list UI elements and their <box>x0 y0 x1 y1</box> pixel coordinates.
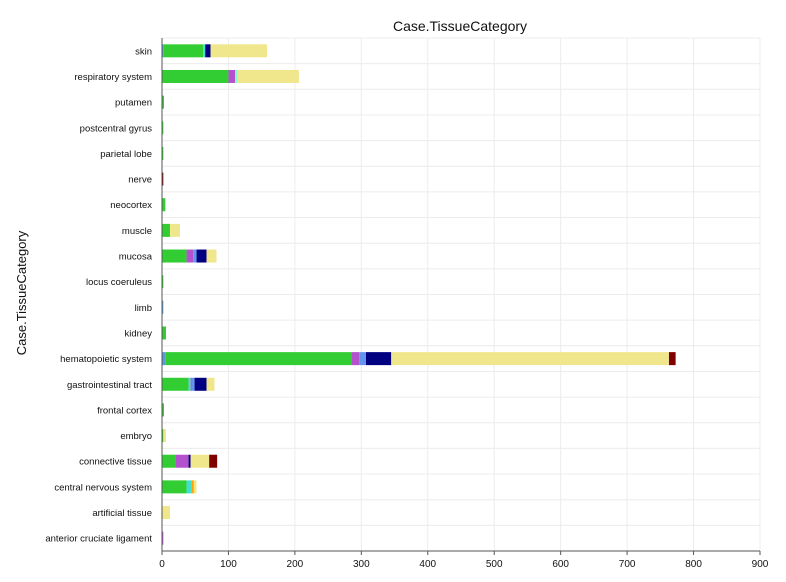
bar-segment <box>163 44 204 58</box>
category-label: putamen <box>115 98 152 109</box>
bar-segment <box>162 172 164 186</box>
y-axis-title: Case.TissueCategory <box>14 230 29 355</box>
category-label: postcentral gyrus <box>80 123 153 134</box>
bar-segment <box>162 326 166 340</box>
bar-segment <box>162 69 229 83</box>
bar-segment <box>359 352 366 366</box>
category-label: kidney <box>125 328 153 339</box>
bar-segment <box>162 121 164 135</box>
bar-segment <box>191 480 194 494</box>
gridlines <box>161 37 761 552</box>
category-label: locus coeruleus <box>86 277 152 288</box>
bar-segment <box>162 377 189 391</box>
bar-segment <box>237 69 299 83</box>
bar-segment <box>162 95 164 109</box>
category-label: connective tissue <box>79 457 152 468</box>
bar-segment <box>169 223 180 237</box>
axes <box>161 38 761 555</box>
bar-segment <box>175 454 189 468</box>
bar-segment <box>162 506 170 520</box>
bar-segment <box>162 44 164 58</box>
category-label: mucosa <box>119 252 153 263</box>
category-label: parietal lobe <box>100 149 152 160</box>
x-tick-label: 600 <box>552 559 569 570</box>
bar-segment <box>186 249 194 263</box>
bar-segment <box>190 454 210 468</box>
category-label: gastrointestinal tract <box>67 380 152 391</box>
category-labels: skin respiratory system putamen postcentral… <box>45 46 152 544</box>
bar-segment <box>668 352 676 366</box>
bar-segment <box>228 69 236 83</box>
x-tick-label: 300 <box>353 559 370 570</box>
bar-segment <box>203 44 206 58</box>
x-tick-label: 700 <box>619 559 636 570</box>
category-label: central nervous system <box>54 482 152 493</box>
bar-segment <box>196 249 207 263</box>
category-label: limb <box>135 303 152 314</box>
bar-segment <box>188 454 191 468</box>
bar-segment <box>162 454 176 468</box>
bar-segment <box>186 480 192 494</box>
bar-segment <box>194 377 207 391</box>
bar-segment <box>209 454 218 468</box>
bar-segment <box>165 352 352 366</box>
bar-segment <box>162 249 187 263</box>
bar-segment <box>193 249 197 263</box>
bar-segment <box>163 429 166 443</box>
bar-segment <box>206 377 215 391</box>
category-label: artificial tissue <box>92 508 152 519</box>
bar-segment <box>162 352 166 366</box>
category-label: respiratory system <box>74 72 152 83</box>
bar-segment <box>190 377 192 391</box>
bar-segment <box>205 44 211 58</box>
x-tick-label: 800 <box>685 559 702 570</box>
bar-segment <box>206 249 217 263</box>
category-label: skin <box>135 46 152 57</box>
bar-segment <box>162 300 164 314</box>
bar-segment <box>188 377 191 391</box>
bar-segment <box>210 44 267 58</box>
x-tick-label: 500 <box>486 559 503 570</box>
x-tick-label: 0 <box>159 559 165 570</box>
chart-title: Case.TissueCategory <box>393 18 527 34</box>
x-tick-label: 900 <box>752 559 769 570</box>
category-label: neocortex <box>110 200 152 211</box>
bar-segment <box>351 352 360 366</box>
category-label: anterior cruciate ligament <box>45 534 152 545</box>
bar-segment <box>162 275 164 289</box>
bar-segment <box>162 198 166 212</box>
bar-segment <box>162 403 164 417</box>
bar-segment <box>162 531 164 545</box>
bar-segment <box>365 352 392 366</box>
bar-segment <box>162 146 164 160</box>
x-tick-label: 200 <box>287 559 304 570</box>
category-label: muscle <box>122 226 152 237</box>
x-tick-labels: 0 100 200 300 400 500 600 700 800 900 <box>159 559 769 570</box>
bar-segment <box>191 377 195 391</box>
category-label: embryo <box>120 431 152 442</box>
bar-segment <box>391 352 669 366</box>
x-tick-label: 400 <box>419 559 436 570</box>
bars <box>162 44 676 545</box>
x-tick-label: 100 <box>220 559 237 570</box>
bar-segment <box>162 480 187 494</box>
category-label: hematopoietic system <box>60 354 152 365</box>
bar-segment <box>235 69 238 83</box>
category-label: frontal cortex <box>97 405 152 416</box>
bar-segment <box>193 480 197 494</box>
bar-segment <box>162 223 170 237</box>
bar-segment <box>162 429 164 443</box>
category-label: nerve <box>128 175 152 186</box>
